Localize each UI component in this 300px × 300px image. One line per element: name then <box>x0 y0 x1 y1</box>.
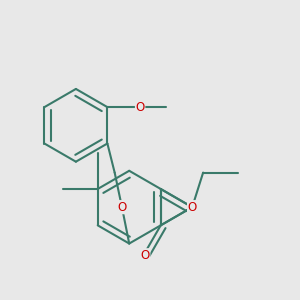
Text: O: O <box>136 100 145 114</box>
Text: O: O <box>188 201 197 214</box>
Text: O: O <box>117 201 127 214</box>
Text: O: O <box>140 249 150 262</box>
